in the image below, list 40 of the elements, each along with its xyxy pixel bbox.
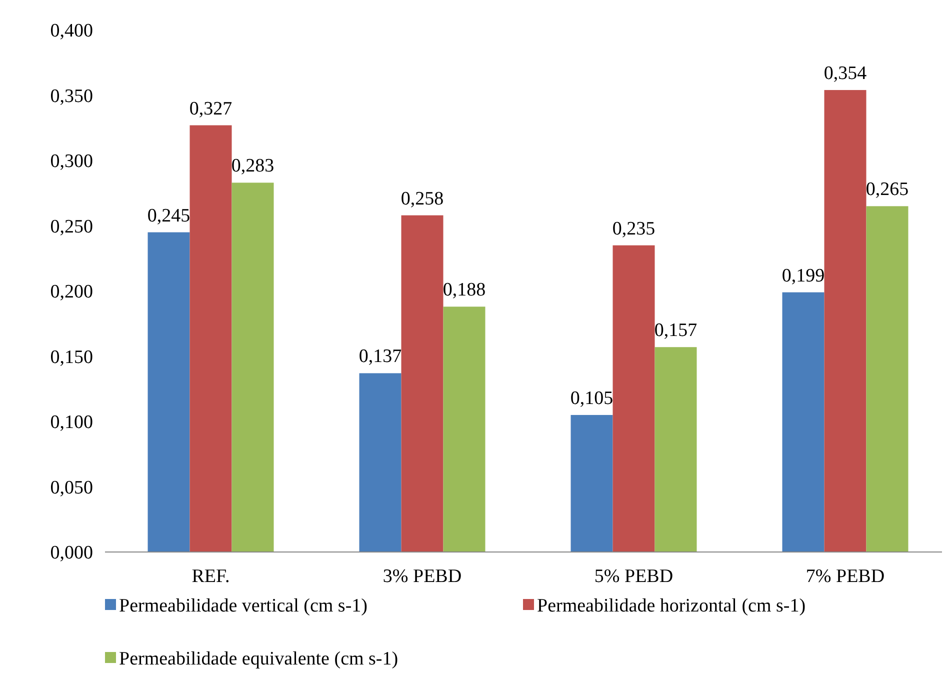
bar (570, 414, 613, 552)
data-label: 0,245 (147, 205, 190, 226)
y-tick-label: 0,150 (50, 346, 93, 368)
bar (359, 373, 402, 552)
data-label: 0,105 (570, 388, 614, 409)
x-tick-label: 7% PEBD (806, 566, 885, 587)
y-tick-label: 0,200 (50, 282, 93, 303)
x-tick-label: 3% PEBD (382, 566, 462, 587)
bar (824, 90, 866, 552)
x-tick-label: REF. (192, 566, 230, 587)
data-label: 0,265 (866, 179, 909, 200)
data-label: 0,327 (189, 98, 232, 120)
data-label: 0,137 (358, 346, 402, 368)
bar (782, 292, 824, 552)
data-label: 0,157 (654, 320, 698, 342)
bar (443, 306, 486, 552)
data-label: 0,235 (612, 218, 656, 240)
data-label: 0,258 (400, 188, 444, 210)
x-tick-label: 5% PEBD (594, 566, 674, 587)
data-label: 0,188 (442, 280, 486, 301)
data-label: 0,354 (824, 63, 868, 84)
bar (190, 125, 232, 552)
bar (401, 215, 444, 552)
y-tick-label: 0,400 (50, 20, 93, 42)
y-tick-label: 0,000 (50, 542, 93, 564)
legend-label: Permeabilidade equivalente (cm s-1) (119, 648, 398, 670)
y-tick-label: 0,350 (50, 86, 93, 107)
bar (232, 182, 274, 552)
bar (654, 347, 697, 552)
y-tick-label: 0,250 (50, 216, 93, 238)
data-label: 0,199 (782, 265, 825, 286)
legend-label: Permeabilidade vertical (cm s-1) (119, 596, 368, 617)
y-tick-label: 0,100 (50, 412, 93, 434)
y-tick-label: 0,050 (50, 477, 93, 498)
y-tick-label: 0,300 (50, 151, 93, 172)
bar (866, 206, 908, 552)
data-label: 0,283 (231, 156, 274, 177)
bar (148, 232, 190, 552)
legend-label: Permeabilidade horizontal (cm s-1) (537, 596, 806, 617)
bar (612, 245, 655, 552)
